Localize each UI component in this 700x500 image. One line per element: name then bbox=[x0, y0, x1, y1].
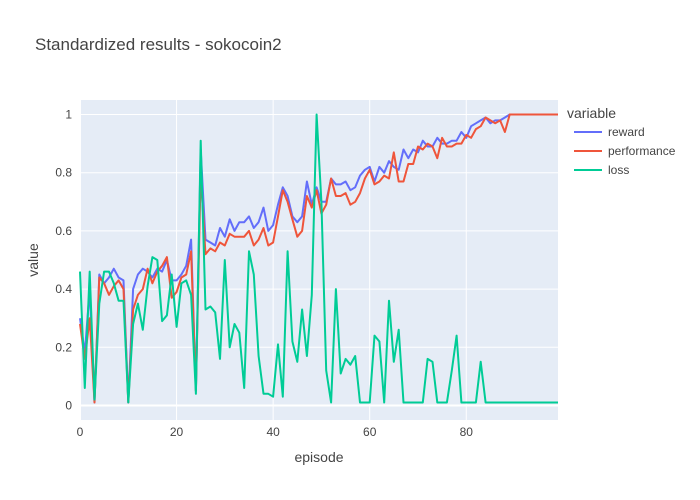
chart-title: Standardized results - sokocoin2 bbox=[35, 35, 282, 54]
x-tick-label: 60 bbox=[363, 425, 377, 439]
y-tick-label: 0.8 bbox=[55, 166, 72, 180]
x-tick-label: 80 bbox=[460, 425, 474, 439]
legend-label: loss bbox=[608, 163, 629, 177]
legend-title: variable bbox=[567, 105, 616, 121]
legend-item-reward[interactable]: reward bbox=[574, 125, 645, 139]
series-lines bbox=[79, 113, 558, 404]
x-axis-title: episode bbox=[294, 449, 343, 465]
series-line-loss bbox=[79, 113, 558, 404]
y-tick-label: 1 bbox=[65, 108, 72, 122]
series-line-performance bbox=[79, 113, 558, 404]
x-tick-label: 40 bbox=[266, 425, 280, 439]
y-tick-labels: 0 0.2 0.4 0.6 0.8 1 bbox=[55, 108, 72, 413]
y-axis-title: value bbox=[25, 243, 41, 277]
y-tick-label: 0 bbox=[65, 398, 72, 412]
y-tick-label: 0.4 bbox=[55, 282, 72, 296]
x-tick-labels: 0 20 40 60 80 bbox=[77, 425, 474, 439]
y-tick-label: 0.6 bbox=[55, 224, 72, 238]
y-tick-label: 0.2 bbox=[55, 340, 72, 354]
x-tick-label: 20 bbox=[170, 425, 184, 439]
legend-item-performance[interactable]: performance bbox=[574, 144, 676, 158]
legend-label: performance bbox=[608, 144, 676, 158]
legend[interactable]: variable reward performance loss bbox=[567, 105, 676, 177]
legend-item-loss[interactable]: loss bbox=[574, 163, 629, 177]
legend-label: reward bbox=[608, 125, 645, 139]
x-tick-label: 0 bbox=[77, 425, 84, 439]
